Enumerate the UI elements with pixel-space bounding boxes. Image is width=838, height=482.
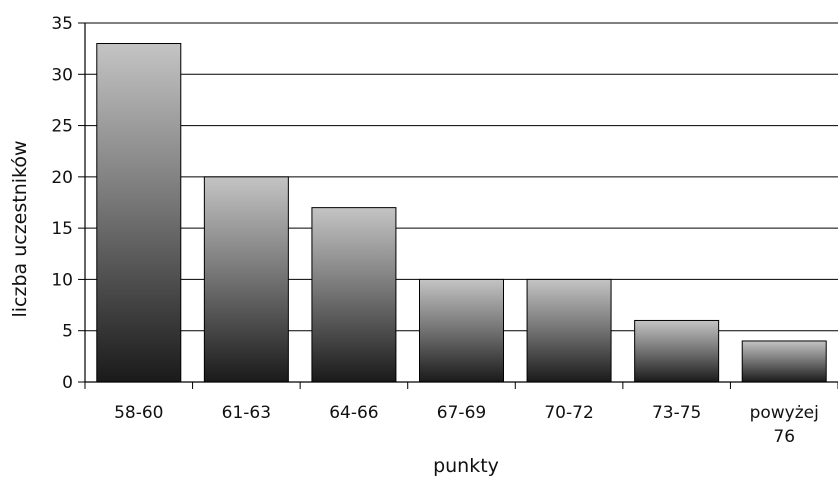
y-tick-label: 0 [62, 373, 73, 393]
bar [203, 176, 289, 383]
y-axis-title: liczba uczestników [9, 140, 31, 317]
y-tick-label: 35 [51, 14, 73, 34]
y-tick-label: 5 [62, 322, 73, 342]
x-tick-label: 61-63 [222, 403, 271, 423]
y-tick-label: 30 [51, 65, 73, 85]
bars [96, 43, 827, 383]
x-tick-label: 73-75 [652, 403, 701, 423]
x-tick-label: powyżej 76 [750, 403, 819, 447]
bar [96, 43, 182, 383]
x-tick-labels: 58-60 61-63 64-66 67-69 70-72 73-75 powyżej 76 [84, 382, 838, 447]
y-tick-label: 20 [51, 168, 73, 188]
bar [419, 278, 504, 383]
x-tick-label: 58-60 [114, 403, 163, 423]
axes [84, 23, 838, 383]
bar [311, 207, 397, 383]
bar [526, 278, 612, 383]
y-tick-labels: 0 5 10 15 20 25 30 35 [51, 14, 85, 393]
x-tick-label: 64-66 [329, 403, 378, 423]
y-tick-label: 25 [51, 117, 73, 137]
x-tick-label: 70-72 [544, 403, 593, 423]
y-tick-label: 15 [51, 219, 73, 239]
x-axis-title: punkty [433, 455, 499, 477]
bar [741, 340, 827, 383]
x-tick-label: 67-69 [437, 403, 486, 423]
y-tick-label: 10 [51, 270, 73, 290]
bar [634, 319, 720, 383]
